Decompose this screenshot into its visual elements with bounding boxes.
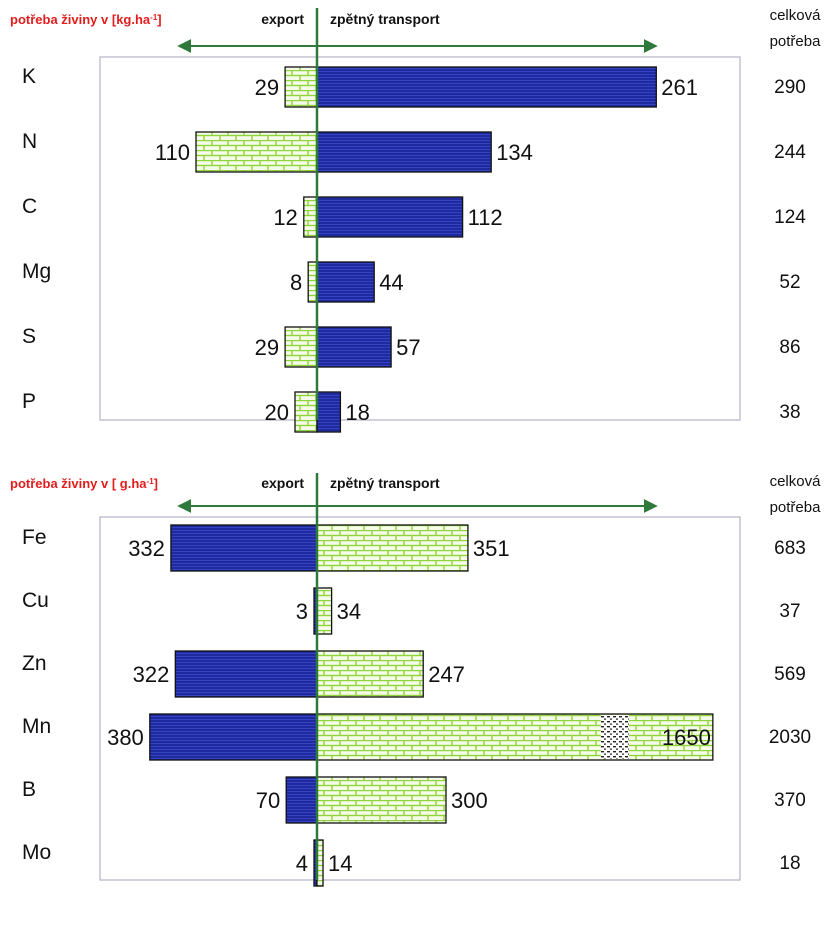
- export-value-label: 332: [128, 536, 165, 561]
- return-bar: [316, 391, 342, 433]
- export-value-label: 4: [296, 851, 308, 876]
- return-value-label: 1650: [662, 725, 711, 750]
- export-bar: [307, 261, 318, 303]
- return-bar: [316, 131, 492, 173]
- return-transport-heading: zpětný transport: [330, 475, 440, 491]
- export-bar: [294, 391, 318, 433]
- return-bar: [316, 776, 447, 824]
- return-bar: [316, 261, 375, 303]
- plot-frame: [99, 516, 741, 881]
- export-bar: [149, 713, 318, 761]
- total-value: 38: [779, 402, 800, 423]
- total-value: 683: [774, 538, 806, 559]
- export-bar: [284, 326, 318, 368]
- export-heading: export: [261, 11, 304, 27]
- return-value-label: 247: [428, 662, 465, 687]
- total-value: 52: [779, 272, 800, 293]
- total-value: 37: [779, 601, 800, 622]
- category-label: P: [22, 390, 36, 413]
- export-heading: export: [261, 475, 304, 491]
- return-bar: [316, 650, 424, 698]
- total-heading-line2: potřeba: [770, 33, 822, 50]
- export-value-label: 29: [255, 75, 279, 100]
- category-label: Mn: [22, 715, 51, 738]
- export-bar: [285, 776, 318, 824]
- total-value: 2030: [769, 727, 811, 748]
- total-value: 370: [774, 790, 806, 811]
- plot-frame: [99, 56, 741, 421]
- export-value-label: 20: [265, 400, 289, 425]
- export-value-label: 110: [155, 140, 190, 165]
- return-value-label: 57: [396, 335, 420, 360]
- return-value-label: 351: [473, 536, 510, 561]
- return-bar: [316, 66, 657, 108]
- return-value-label: 34: [337, 599, 361, 624]
- total-heading-line1: celková: [770, 7, 822, 24]
- category-label: Mg: [22, 260, 51, 283]
- return-value-label: 261: [661, 75, 698, 100]
- export-value-label: 12: [273, 205, 297, 230]
- export-value-label: 29: [255, 335, 279, 360]
- export-bar: [174, 650, 318, 698]
- micronutrient-panel: potřeba živiny v [ g.ha-1] export zpětný…: [10, 473, 822, 887]
- total-value: 569: [774, 664, 806, 685]
- scale-break-marker: [600, 715, 629, 759]
- category-label: N: [22, 130, 37, 153]
- return-value-label: 134: [496, 140, 533, 165]
- total-heading-line2: potřeba: [770, 499, 822, 516]
- total-value: 290: [774, 77, 806, 98]
- return-bar: [316, 326, 392, 368]
- return-value-label: 112: [468, 205, 503, 230]
- total-value: 86: [779, 337, 800, 358]
- category-label: K: [22, 65, 36, 88]
- return-value-label: 14: [328, 851, 352, 876]
- export-bar: [170, 524, 318, 572]
- category-label: Mo: [22, 841, 51, 864]
- return-value-label: 300: [451, 788, 488, 813]
- export-value-label: 70: [256, 788, 280, 813]
- return-transport-heading: zpětný transport: [330, 11, 440, 27]
- export-bar: [284, 66, 318, 108]
- return-value-label: 18: [345, 400, 369, 425]
- export-value-label: 3: [296, 599, 308, 624]
- category-label: Fe: [22, 526, 47, 549]
- total-heading-line1: celková: [770, 473, 822, 490]
- export-value-label: 380: [107, 725, 144, 750]
- return-bar: [316, 713, 714, 761]
- return-value-label: 44: [379, 270, 403, 295]
- unit-label: potřeba živiny v [ g.ha-1]: [10, 476, 158, 491]
- export-bar: [303, 196, 318, 238]
- category-label: B: [22, 778, 36, 801]
- total-value: 244: [774, 142, 806, 163]
- return-bar: [316, 524, 469, 572]
- export-bar: [195, 131, 318, 173]
- total-value: 18: [779, 853, 800, 874]
- return-bar: [316, 587, 333, 635]
- total-value: 124: [774, 207, 806, 228]
- category-label: Zn: [22, 652, 47, 675]
- category-label: Cu: [22, 589, 49, 612]
- return-bar: [316, 196, 464, 238]
- export-value-label: 322: [133, 662, 170, 687]
- export-value-label: 8: [290, 270, 302, 295]
- macronutrient-panel: potřeba živiny v [kg.ha-1] export zpětný…: [10, 7, 822, 433]
- category-label: C: [22, 195, 37, 218]
- unit-label: potřeba živiny v [kg.ha-1]: [10, 12, 162, 27]
- category-label: S: [22, 325, 36, 348]
